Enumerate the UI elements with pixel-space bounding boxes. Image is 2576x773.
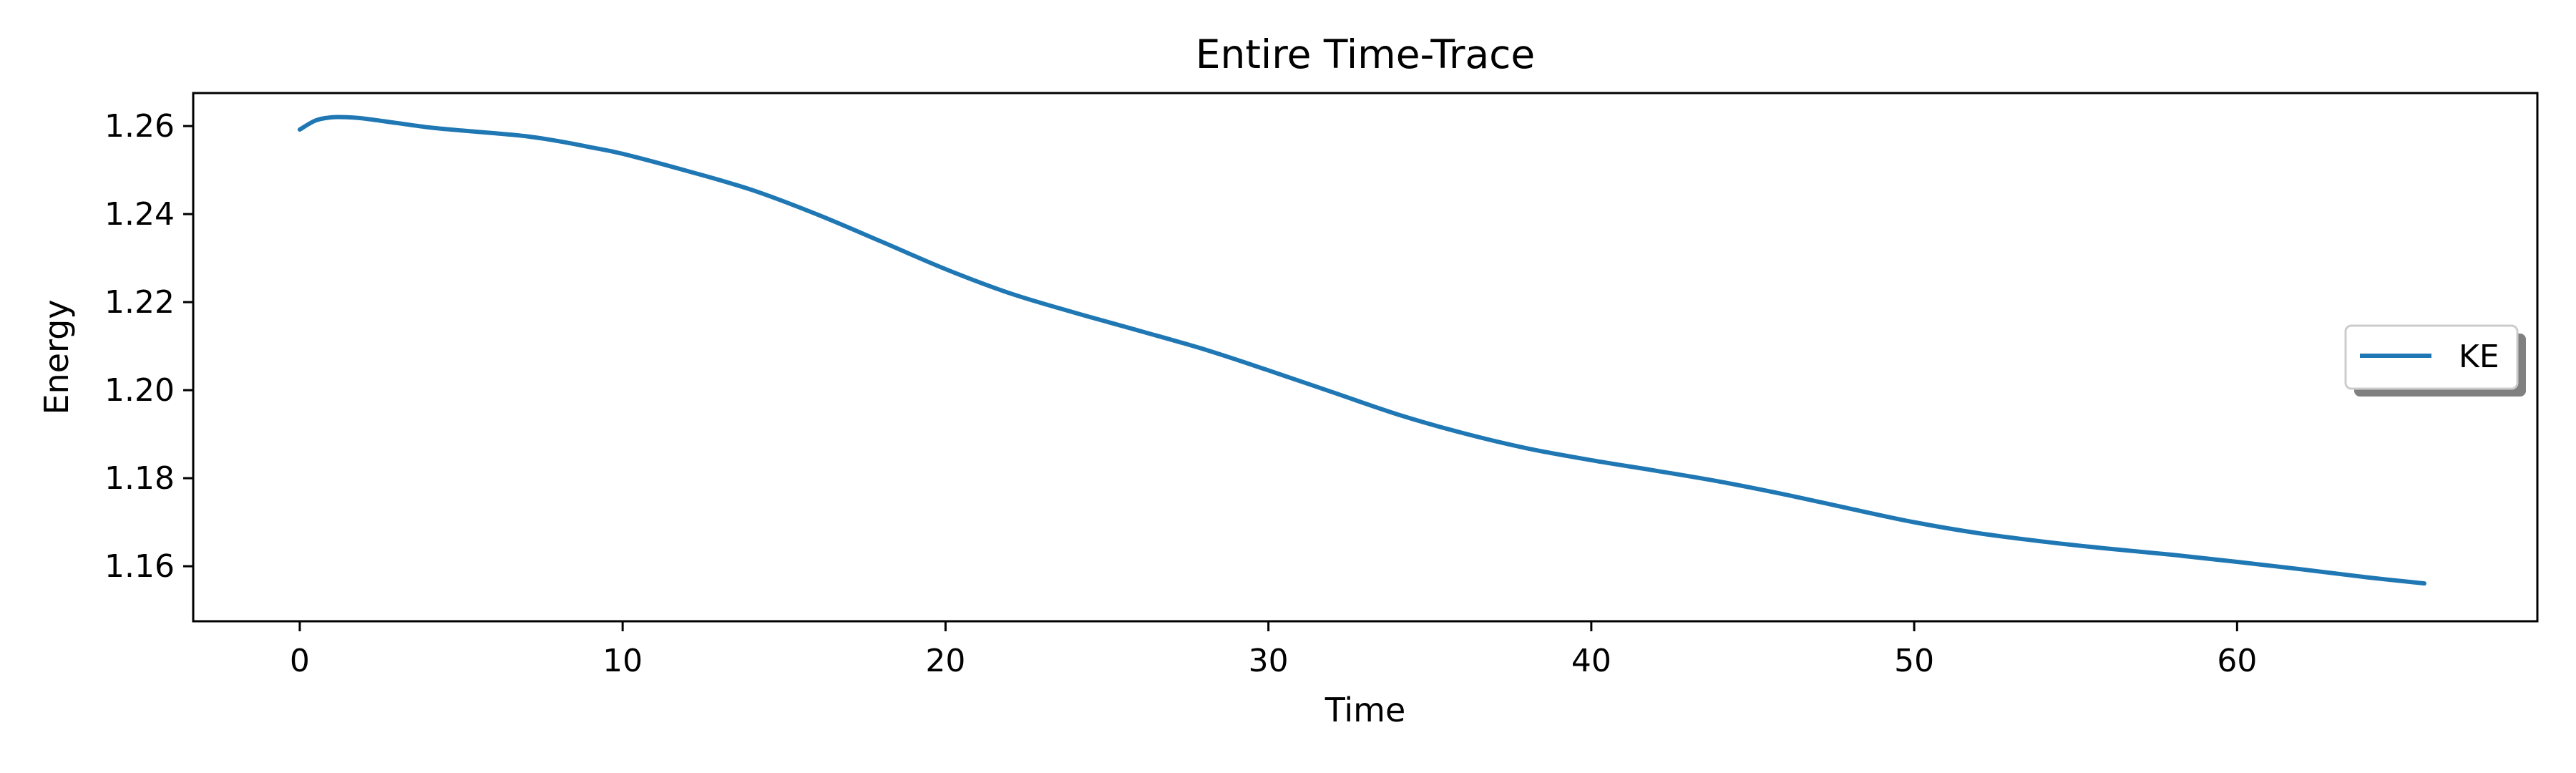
x-tick-label: 30 <box>1249 643 1289 679</box>
y-tick-label: 1.24 <box>104 196 175 233</box>
x-tick-label: 50 <box>1894 643 1934 679</box>
x-axis-ticks: 0 10 20 30 40 50 60 <box>290 621 2257 679</box>
x-axis-label: Time <box>1324 691 1406 729</box>
y-axis-label: Energy <box>37 299 76 414</box>
x-tick-label: 20 <box>925 643 965 679</box>
y-tick-label: 1.20 <box>104 372 175 409</box>
y-tick-label: 1.18 <box>104 460 175 497</box>
legend: KE <box>2344 324 2526 397</box>
x-tick-label: 40 <box>1571 643 1611 679</box>
x-tick-label: 60 <box>2217 643 2257 679</box>
ke-line <box>297 115 2427 586</box>
x-tick-label: 0 <box>290 643 310 679</box>
chart-title: Entire Time-Trace <box>1196 31 1535 77</box>
legend-label-ke: KE <box>2459 339 2499 375</box>
y-axis-ticks: 1.16 1.18 1.20 1.22 1.24 1.26 <box>104 108 193 585</box>
y-tick-label: 1.26 <box>104 108 175 145</box>
plot-frame <box>192 92 2539 623</box>
x-tick-label: 10 <box>602 643 643 679</box>
y-tick-label: 1.16 <box>104 548 175 585</box>
y-tick-label: 1.22 <box>104 284 175 321</box>
